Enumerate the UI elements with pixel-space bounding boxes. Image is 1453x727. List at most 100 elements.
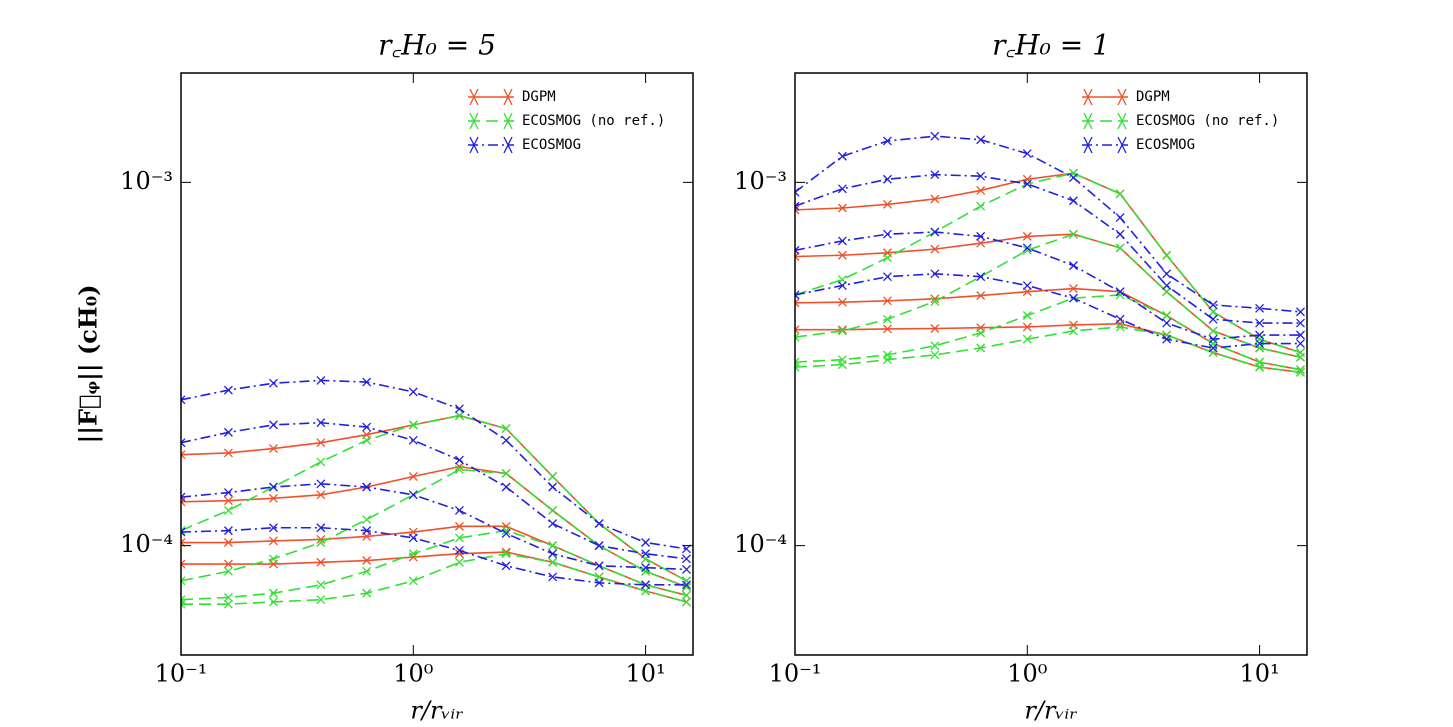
- legend-marker: [1117, 136, 1127, 154]
- marker: [362, 515, 372, 524]
- marker: [548, 572, 558, 582]
- marker: [454, 533, 464, 543]
- marker: [501, 424, 511, 434]
- marker: [1208, 339, 1218, 349]
- marker: [795, 298, 800, 308]
- series-line: [795, 326, 1301, 374]
- marker: [316, 490, 326, 500]
- marker: [682, 544, 691, 554]
- marker: [454, 404, 464, 414]
- marker: [1068, 284, 1078, 294]
- marker: [548, 541, 558, 551]
- legend-label: ECOSMOG: [522, 137, 581, 153]
- panel-title: r꜀H₀ = 1: [992, 29, 1110, 62]
- marker: [882, 314, 892, 324]
- marker: [930, 341, 940, 351]
- marker: [223, 385, 233, 395]
- marker: [316, 523, 326, 533]
- marker: [1296, 339, 1305, 349]
- marker: [223, 448, 233, 458]
- series-line: [795, 233, 1301, 359]
- marker: [316, 479, 326, 489]
- marker: [682, 580, 691, 590]
- marker: [1022, 322, 1032, 332]
- marker: [1162, 269, 1172, 279]
- marker: [1296, 318, 1305, 328]
- marker: [882, 136, 892, 146]
- marker: [1022, 243, 1032, 253]
- marker: [882, 324, 892, 334]
- marker: [1022, 311, 1032, 320]
- marker: [548, 505, 558, 515]
- marker: [223, 427, 233, 437]
- marker: [454, 557, 464, 567]
- marker: [223, 538, 233, 547]
- marker: [181, 438, 186, 448]
- series-line: [181, 414, 687, 582]
- marker: [181, 526, 186, 536]
- marker: [316, 580, 326, 590]
- marker: [795, 187, 800, 197]
- marker: [1068, 261, 1078, 271]
- marker: [1115, 229, 1125, 239]
- marker: [1208, 314, 1218, 324]
- marker: [362, 435, 372, 445]
- marker: [882, 174, 892, 184]
- marker: [682, 597, 691, 607]
- marker: [837, 184, 847, 194]
- legend-label: ECOSMOG (no ref.): [522, 113, 665, 129]
- marker: [1255, 318, 1265, 328]
- x-tick-label: 10⁰: [1007, 660, 1047, 688]
- series-line: [795, 173, 1301, 324]
- x-tick-label: 10⁰: [393, 660, 433, 688]
- marker: [837, 360, 847, 370]
- marker: [362, 482, 372, 492]
- legend-marker: [503, 136, 513, 154]
- y-tick-label: 10⁻⁴: [734, 530, 787, 558]
- marker: [1296, 367, 1305, 377]
- marker: [548, 519, 558, 529]
- marker: [501, 482, 511, 492]
- marker: [930, 227, 940, 237]
- marker: [976, 272, 986, 282]
- marker: [641, 549, 651, 559]
- marker: [795, 325, 800, 335]
- legend-label: DGPM: [522, 89, 556, 105]
- marker: [268, 444, 278, 454]
- marker: [976, 343, 986, 353]
- marker: [548, 549, 558, 559]
- plot-area: [181, 375, 691, 609]
- marker: [454, 411, 464, 421]
- marker: [976, 238, 986, 248]
- marker: [1208, 300, 1218, 310]
- marker: [682, 554, 691, 564]
- marker: [976, 328, 986, 338]
- marker: [882, 199, 892, 209]
- marker: [1208, 348, 1218, 358]
- y-tick-label: 10⁻³: [734, 167, 787, 195]
- marker: [1162, 311, 1172, 320]
- marker: [930, 131, 940, 141]
- marker: [501, 521, 511, 531]
- marker: [682, 590, 691, 600]
- marker: [1162, 318, 1172, 328]
- marker: [501, 561, 511, 571]
- marker: [976, 201, 986, 211]
- legend-marker: [1117, 112, 1127, 130]
- marker: [408, 420, 418, 430]
- series-line: [181, 482, 687, 571]
- series-line: [181, 379, 687, 550]
- marker: [594, 519, 604, 529]
- marker: [594, 541, 604, 551]
- marker: [454, 462, 464, 472]
- marker: [930, 350, 940, 360]
- marker: [976, 171, 986, 181]
- marker: [1115, 322, 1125, 332]
- marker: [1208, 334, 1218, 344]
- marker: [1115, 189, 1125, 199]
- x-axis-label: r/rᵥᵢᵣ: [1024, 697, 1077, 725]
- marker: [882, 229, 892, 239]
- marker: [362, 566, 372, 576]
- marker: [1255, 362, 1265, 372]
